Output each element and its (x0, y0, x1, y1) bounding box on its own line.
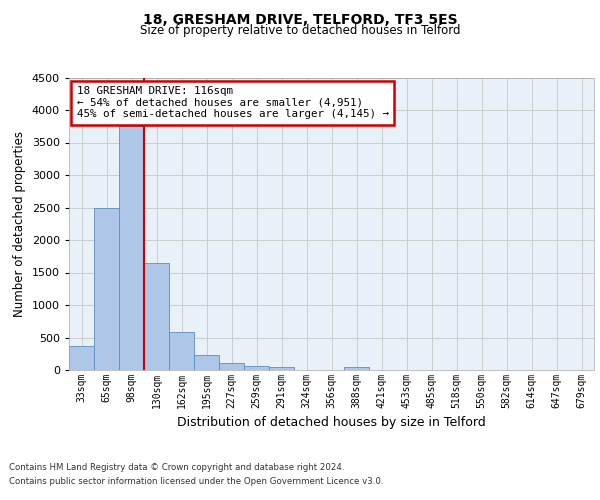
Text: 18 GRESHAM DRIVE: 116sqm
← 54% of detached houses are smaller (4,951)
45% of sem: 18 GRESHAM DRIVE: 116sqm ← 54% of detach… (77, 86, 389, 120)
Bar (344, 368, 369, 370)
Bar (169, 332, 194, 370)
Bar (244, 366, 269, 370)
Bar (94, 208, 119, 370)
Bar (269, 368, 294, 370)
Text: Contains public sector information licensed under the Open Government Licence v3: Contains public sector information licen… (9, 477, 383, 486)
Text: 18, GRESHAM DRIVE, TELFORD, TF3 5ES: 18, GRESHAM DRIVE, TELFORD, TF3 5ES (143, 12, 457, 26)
X-axis label: Distribution of detached houses by size in Telford: Distribution of detached houses by size … (177, 416, 486, 430)
Text: Size of property relative to detached houses in Telford: Size of property relative to detached ho… (140, 24, 460, 37)
Bar (119, 126, 144, 370)
Bar (144, 264, 169, 370)
Bar (194, 355, 219, 370)
Bar (219, 363, 244, 370)
Y-axis label: Number of detached properties: Number of detached properties (13, 130, 26, 317)
Bar (69, 346, 94, 370)
Text: Contains HM Land Registry data © Crown copyright and database right 2024.: Contains HM Land Registry data © Crown c… (9, 464, 344, 472)
